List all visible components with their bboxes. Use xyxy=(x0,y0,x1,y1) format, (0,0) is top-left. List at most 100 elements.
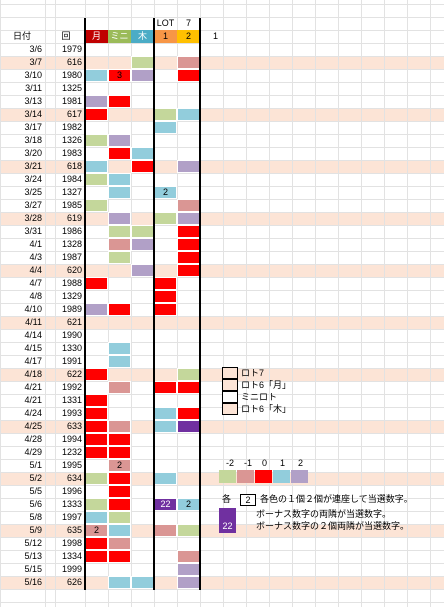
color-cell[interactable] xyxy=(177,381,200,394)
gridline-h xyxy=(0,160,444,161)
color-cell[interactable] xyxy=(177,108,200,121)
color-cell[interactable] xyxy=(177,69,200,82)
color-cell[interactable] xyxy=(154,108,177,121)
color-cell[interactable] xyxy=(131,576,154,589)
color-cell[interactable] xyxy=(85,550,108,563)
row-round: 635 xyxy=(66,525,82,535)
row-date: 3/21 xyxy=(24,161,42,171)
color-cell[interactable] xyxy=(108,303,131,316)
color-cell[interactable] xyxy=(108,355,131,368)
color-cell[interactable] xyxy=(177,576,200,589)
row-date: 5/12 xyxy=(24,538,42,548)
gridline-h xyxy=(0,147,444,148)
color-cell[interactable] xyxy=(108,511,131,524)
color-cell[interactable] xyxy=(177,407,200,420)
color-cell[interactable] xyxy=(177,251,200,264)
color-cell[interactable] xyxy=(131,69,154,82)
gridline-h xyxy=(0,56,444,57)
color-cell[interactable] xyxy=(177,524,200,537)
color-cell[interactable] xyxy=(85,472,108,485)
color-cell[interactable] xyxy=(131,264,154,277)
color-cell[interactable] xyxy=(85,446,108,459)
color-cell[interactable] xyxy=(85,134,108,147)
color-cell[interactable] xyxy=(108,498,131,511)
color-cell[interactable] xyxy=(108,186,131,199)
color-cell[interactable] xyxy=(154,472,177,485)
color-cell[interactable] xyxy=(108,251,131,264)
color-cell[interactable] xyxy=(108,446,131,459)
row-round: 1330 xyxy=(61,343,82,353)
color-cell[interactable] xyxy=(85,433,108,446)
color-cell[interactable] xyxy=(108,212,131,225)
color-cell[interactable] xyxy=(108,485,131,498)
row-date: 3/10 xyxy=(24,70,42,80)
color-cell[interactable] xyxy=(85,108,108,121)
gridline-h xyxy=(0,537,444,538)
color-cell[interactable] xyxy=(154,121,177,134)
color-cell[interactable] xyxy=(177,550,200,563)
color-cell[interactable] xyxy=(85,537,108,550)
gridline-h xyxy=(0,459,444,460)
color-cell[interactable] xyxy=(177,238,200,251)
color-cell[interactable] xyxy=(108,95,131,108)
gridline-h xyxy=(0,134,444,135)
color-cell[interactable] xyxy=(154,524,177,537)
color-cell[interactable] xyxy=(108,524,131,537)
color-cell[interactable] xyxy=(131,147,154,160)
color-cell[interactable] xyxy=(108,472,131,485)
color-cell[interactable] xyxy=(85,199,108,212)
color-cell[interactable] xyxy=(177,563,200,576)
color-cell[interactable] xyxy=(85,368,108,381)
color-cell[interactable] xyxy=(85,160,108,173)
color-cell[interactable] xyxy=(154,290,177,303)
color-cell[interactable] xyxy=(85,173,108,186)
color-cell[interactable] xyxy=(177,420,200,433)
row-round: 1989 xyxy=(61,304,82,314)
color-cell[interactable] xyxy=(154,407,177,420)
color-cell[interactable] xyxy=(154,277,177,290)
color-cell[interactable] xyxy=(108,576,131,589)
color-cell[interactable] xyxy=(108,173,131,186)
color-cell[interactable] xyxy=(108,69,131,82)
color-cell[interactable] xyxy=(154,381,177,394)
color-cell[interactable] xyxy=(85,394,108,407)
color-cell[interactable] xyxy=(177,225,200,238)
color-cell[interactable] xyxy=(85,498,108,511)
color-cell[interactable] xyxy=(108,420,131,433)
color-cell[interactable] xyxy=(108,342,131,355)
color-cell[interactable] xyxy=(131,238,154,251)
legend-label: ロト6「木」 xyxy=(241,404,292,414)
color-cell[interactable] xyxy=(108,381,131,394)
color-cell[interactable] xyxy=(177,212,200,225)
color-cell[interactable] xyxy=(85,407,108,420)
color-cell[interactable] xyxy=(131,56,154,69)
color-cell[interactable] xyxy=(108,134,131,147)
color-cell[interactable] xyxy=(108,225,131,238)
color-cell[interactable] xyxy=(85,511,108,524)
color-cell[interactable] xyxy=(177,264,200,277)
color-cell[interactable] xyxy=(85,277,108,290)
color-cell[interactable] xyxy=(108,459,131,472)
color-cell[interactable] xyxy=(108,433,131,446)
color-cell[interactable] xyxy=(85,420,108,433)
color-cell[interactable] xyxy=(131,160,154,173)
color-cell[interactable] xyxy=(177,160,200,173)
color-cell[interactable] xyxy=(108,238,131,251)
color-cell[interactable] xyxy=(154,303,177,316)
color-cell[interactable] xyxy=(177,368,200,381)
color-cell[interactable] xyxy=(108,550,131,563)
color-cell[interactable] xyxy=(177,199,200,212)
color-cell[interactable] xyxy=(154,212,177,225)
color-cell[interactable] xyxy=(177,56,200,69)
gridline-h xyxy=(0,225,444,226)
color-cell[interactable] xyxy=(85,303,108,316)
color-cell[interactable] xyxy=(154,420,177,433)
color-cell[interactable] xyxy=(131,225,154,238)
color-cell[interactable] xyxy=(108,537,131,550)
color-cell[interactable] xyxy=(85,69,108,82)
gridline-h xyxy=(0,264,444,265)
color-cell[interactable] xyxy=(85,95,108,108)
color-cell[interactable] xyxy=(108,147,131,160)
legend-label: ロト6「月」 xyxy=(241,380,292,390)
